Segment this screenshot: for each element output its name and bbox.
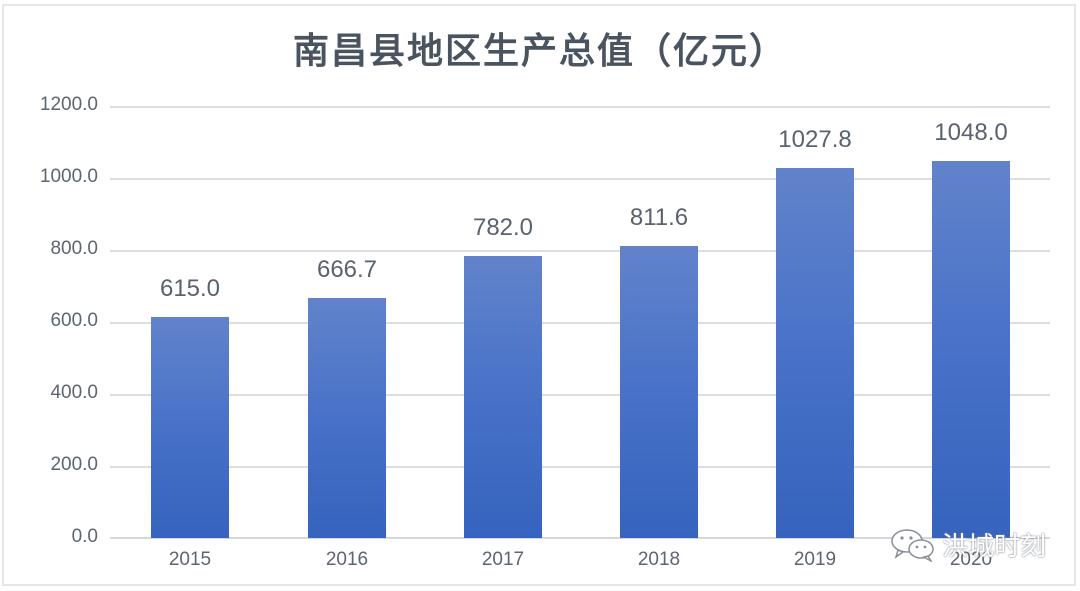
gridline [110,466,1050,468]
gridline [110,322,1050,324]
data-label: 811.6 [629,203,689,231]
x-tick-label: 2017 [481,549,525,570]
x-tick-label: 2019 [793,549,837,570]
bar-2017 [464,256,542,538]
wechat-icon [890,528,936,563]
bar-2016 [308,297,386,538]
gridline [110,250,1050,252]
bar-2019 [776,167,854,538]
data-label: 782.0 [472,214,534,242]
bar-2018 [620,245,698,538]
y-tick-label: 200.0 [50,454,98,475]
bar-2015 [151,316,229,538]
x-axis-line [110,537,1050,539]
x-tick-label: 2015 [168,549,212,570]
y-tick-label: 800.0 [50,238,98,259]
plot-area: 1200.0 1000.0 800.0 600.0 400.0 200.0 0.… [40,94,1050,570]
x-tick-label: 2018 [637,549,681,570]
chart-frame [2,4,1076,586]
x-tick-label: 2016 [325,549,369,570]
data-label: 1048.0 [934,118,1008,146]
gridline [110,106,1050,108]
watermark-text: 洪城时刻 [942,532,1047,562]
y-tick-label: 1000.0 [39,166,98,187]
bar-2020 [932,160,1010,538]
x-tick-label: 2020 [949,549,993,570]
gridline [110,178,1050,180]
y-tick-label: 400.0 [50,382,98,403]
data-label: 615.0 [159,274,221,302]
watermark: 洪城时刻 [890,526,1046,563]
y-tick-label: 1200.0 [39,94,98,115]
y-tick-label: 0.0 [71,526,98,547]
chart-title: 南昌县地区生产总值（亿元） [292,31,787,72]
y-tick-label: 600.0 [50,310,98,331]
data-label: 1027.8 [778,125,852,153]
gridline [110,394,1050,396]
data-label: 666.7 [316,255,378,283]
